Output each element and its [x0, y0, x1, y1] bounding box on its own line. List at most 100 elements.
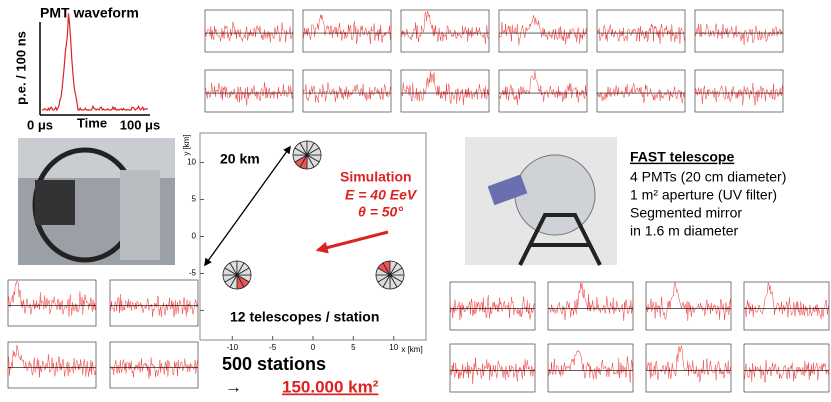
pmt-xstart: 0 μs: [27, 117, 53, 132]
waveform-panel: [498, 69, 588, 113]
waveform-panel: [645, 281, 732, 331]
waveform-panel: [400, 69, 490, 113]
panel-frame: [400, 9, 490, 53]
waveform-panel: [302, 9, 392, 53]
noise-trace: [694, 83, 784, 106]
map-caption: 12 telescopes / station: [230, 309, 379, 325]
noise-trace: [743, 282, 830, 320]
x-tick-label: 0: [311, 343, 316, 352]
panel-frame: [7, 341, 97, 389]
station-map: y [km] x [km] 20 km Simulation E = 40 Ee…: [182, 132, 427, 354]
telescope-segment: [235, 267, 252, 276]
waveform: [42, 13, 149, 112]
map-ylabel: y [km]: [182, 134, 191, 155]
noise-trace: [645, 282, 732, 321]
noise-trace: [645, 345, 732, 383]
panel-frame: [645, 343, 732, 393]
panel-frame: [743, 281, 830, 331]
noise-trace: [596, 23, 686, 44]
noise-trace: [498, 15, 588, 46]
noise-trace: [596, 83, 686, 104]
waveform-panel: [7, 279, 97, 327]
station-icon: [375, 260, 405, 290]
noise-trace: [449, 357, 536, 385]
noise-trace: [400, 10, 490, 45]
pmt-xend: 100 μs: [120, 117, 161, 132]
shower-arrow: [315, 230, 389, 254]
noise-trace: [204, 82, 294, 106]
y-tick-label: 10: [187, 158, 196, 167]
waveform-panel: [645, 343, 732, 393]
noise-trace: [7, 344, 97, 378]
sim-angle: θ = 50°: [358, 204, 403, 220]
noise-trace: [547, 282, 634, 321]
fast-line: 4 PMTs (20 cm diameter): [630, 169, 786, 185]
waveform-panel: [694, 69, 784, 113]
map-xlabel: x [km]: [401, 345, 422, 354]
waveform-panel: [204, 69, 294, 113]
waveform-panel: [449, 343, 536, 393]
telescope-photo: [465, 137, 617, 266]
fast-line: Segmented mirror: [630, 205, 742, 221]
noise-trace: [302, 14, 392, 44]
waveform-panel: [498, 9, 588, 53]
panel-frame: [498, 9, 588, 53]
camera-photo: [18, 138, 175, 265]
distance-label: 20 km: [220, 151, 260, 167]
waveform-panel: [596, 9, 686, 53]
noise-trace: [449, 295, 536, 321]
pmt-xlabel: Time: [77, 115, 107, 130]
noise-trace: [109, 293, 199, 318]
waveform-panel: [400, 9, 490, 53]
telescope-segment: [388, 267, 405, 276]
distance-arrow: [204, 145, 291, 267]
panel-frame: [204, 9, 294, 53]
waveform-panel: [694, 9, 784, 53]
waveform-panel: [109, 279, 199, 327]
waveform-panel: [596, 69, 686, 113]
station-icon: [222, 260, 252, 290]
waveform-panel: [109, 341, 199, 389]
waveform-panel: [7, 341, 97, 389]
y-tick-label: 5: [192, 195, 197, 204]
waveform-panel: [449, 281, 536, 331]
noise-trace: [498, 70, 588, 106]
station-count: 500 stations: [222, 354, 326, 374]
fast-line: 1 m² aperture (UV filter): [630, 187, 777, 203]
x-tick-label: -10: [227, 343, 239, 352]
noise-trace: [743, 360, 830, 383]
panel-frame: [302, 9, 392, 53]
panel-frame: [596, 69, 686, 113]
pmt-ylabel: p.e. / 100 ns: [13, 31, 28, 105]
waveform-panel: [547, 343, 634, 393]
fast-title: FAST telescope: [630, 149, 734, 165]
waveform-panel: [743, 343, 830, 393]
panel-frame: [694, 69, 784, 113]
x-tick-label: -5: [269, 343, 277, 352]
sim-energy: E = 40 EeV: [345, 187, 418, 203]
sim-title: Simulation: [340, 169, 412, 185]
waveform-panel: [547, 281, 634, 331]
waveform-panel: [302, 69, 392, 113]
telescope-segment: [305, 147, 322, 156]
waveform-panel: [743, 281, 830, 331]
area-arrow: →: [225, 377, 242, 396]
panel-frame: [498, 69, 588, 113]
noise-trace: [109, 357, 199, 379]
noise-trace: [547, 349, 634, 383]
noise-trace: [302, 82, 392, 103]
panel-frame: [547, 281, 634, 331]
panel-frame: [109, 279, 199, 327]
y-tick-label: -5: [189, 269, 197, 278]
noise-trace: [204, 21, 294, 43]
noise-trace: [7, 280, 97, 317]
area: 150.000 km²: [282, 377, 379, 396]
waveform-panel: [204, 9, 294, 53]
noise-trace: [400, 70, 490, 106]
x-tick-label: 10: [389, 343, 398, 352]
pmt-title: PMT waveform: [40, 5, 139, 21]
y-tick-label: 0: [192, 232, 197, 241]
station-icon: [292, 140, 322, 170]
pmt-plot: PMT waveform p.e. / 100 ns 0 μs Time 100…: [13, 5, 160, 133]
